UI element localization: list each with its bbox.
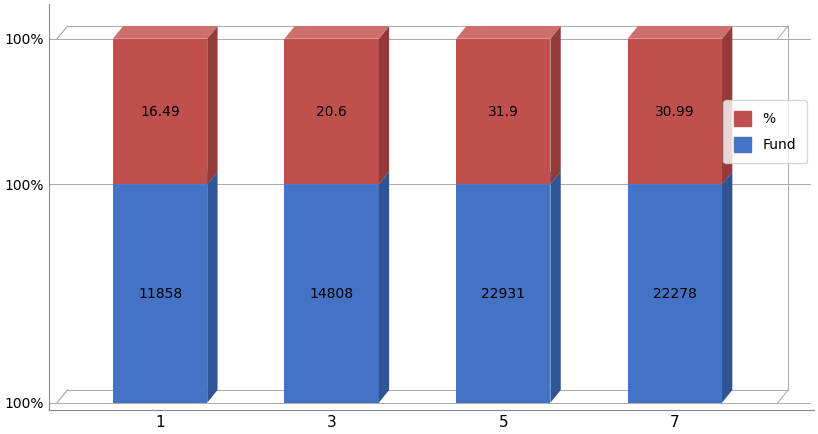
Polygon shape [722, 26, 732, 184]
Text: 22931: 22931 [481, 286, 525, 300]
Text: 16.49: 16.49 [140, 105, 180, 118]
Polygon shape [113, 171, 218, 184]
Text: 11858: 11858 [138, 286, 182, 300]
Polygon shape [551, 171, 560, 403]
Polygon shape [207, 26, 218, 184]
Polygon shape [456, 26, 560, 39]
Polygon shape [456, 39, 551, 184]
Polygon shape [285, 39, 379, 184]
Polygon shape [551, 26, 560, 184]
Polygon shape [627, 184, 722, 403]
Polygon shape [285, 171, 389, 184]
Text: 31.9: 31.9 [488, 105, 519, 118]
Polygon shape [722, 171, 732, 403]
Polygon shape [456, 184, 551, 403]
Polygon shape [207, 171, 218, 403]
Polygon shape [627, 171, 732, 184]
Polygon shape [379, 26, 389, 184]
Text: 22278: 22278 [653, 286, 697, 300]
Text: 20.6: 20.6 [317, 105, 347, 118]
Polygon shape [627, 26, 732, 39]
Legend: %, Fund: %, Fund [723, 100, 807, 163]
Polygon shape [456, 171, 560, 184]
Polygon shape [285, 26, 389, 39]
Polygon shape [285, 184, 379, 403]
Polygon shape [113, 26, 218, 39]
Polygon shape [627, 39, 722, 184]
Text: 14808: 14808 [309, 286, 353, 300]
Polygon shape [379, 171, 389, 403]
Polygon shape [113, 39, 207, 184]
Polygon shape [113, 184, 207, 403]
Text: 30.99: 30.99 [655, 105, 694, 118]
